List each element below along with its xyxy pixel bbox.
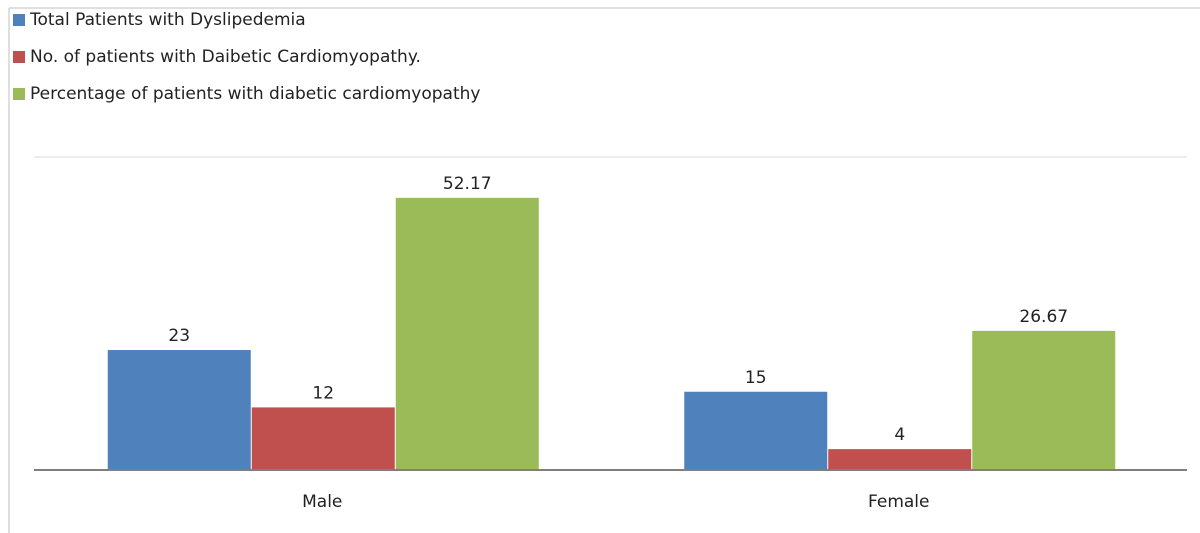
bar — [828, 449, 972, 470]
data-label: 15 — [745, 368, 767, 388]
legend-label: Total Patients with Dyslipedemia — [29, 10, 306, 30]
x-tick-label: Male — [302, 492, 342, 512]
data-label: 4 — [894, 425, 905, 445]
legend-label: Percentage of patients with diabetic car… — [30, 84, 480, 104]
legend-swatch — [13, 51, 25, 63]
data-label: 52.17 — [443, 174, 492, 194]
data-label: 23 — [168, 326, 190, 346]
legend-label: No. of patients with Daibetic Cardiomyop… — [30, 47, 421, 67]
bar — [107, 350, 251, 470]
data-label: 26.67 — [1019, 307, 1068, 327]
bar — [395, 197, 539, 470]
bar — [972, 330, 1116, 470]
x-tick-label: Female — [868, 492, 929, 512]
data-label: 12 — [312, 383, 334, 403]
bar — [251, 407, 395, 470]
legend-swatch — [13, 14, 25, 26]
legend-swatch — [13, 88, 25, 100]
bar — [684, 391, 828, 470]
